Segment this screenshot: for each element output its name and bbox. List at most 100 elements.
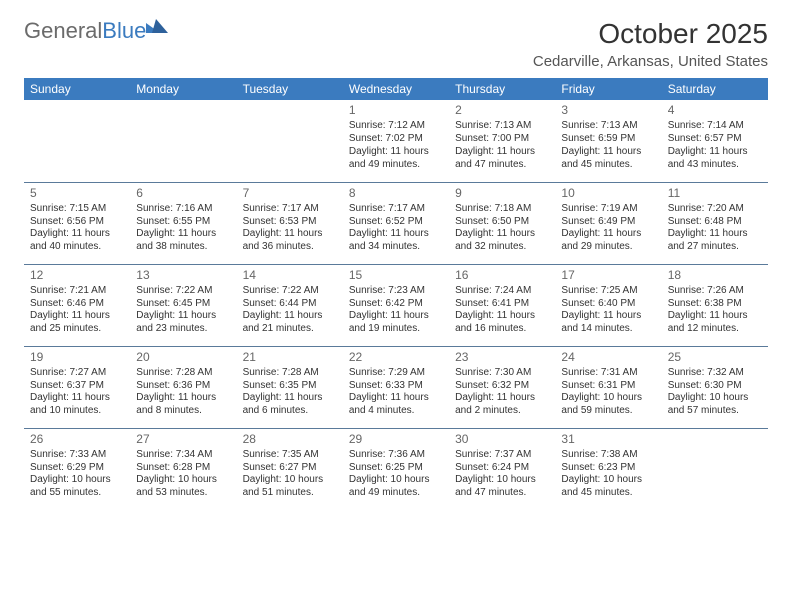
calendar-day-cell: 31Sunrise: 7:38 AMSunset: 6:23 PMDayligh… bbox=[555, 428, 661, 510]
day-number: 8 bbox=[349, 186, 443, 201]
sunset-text: Sunset: 6:48 PM bbox=[668, 216, 762, 229]
daylight-text: Daylight: 11 hours bbox=[561, 310, 655, 323]
sunset-text: Sunset: 6:42 PM bbox=[349, 298, 443, 311]
day-number: 4 bbox=[668, 103, 762, 118]
sunrise-text: Sunrise: 7:37 AM bbox=[455, 449, 549, 462]
daylight-text: Daylight: 11 hours bbox=[136, 228, 230, 241]
sunrise-text: Sunrise: 7:17 AM bbox=[243, 203, 337, 216]
calendar-day-cell bbox=[662, 428, 768, 510]
logo-word2: Blue bbox=[102, 18, 146, 43]
day-number: 21 bbox=[243, 350, 337, 365]
day-number: 20 bbox=[136, 350, 230, 365]
calendar-day-cell: 14Sunrise: 7:22 AMSunset: 6:44 PMDayligh… bbox=[237, 264, 343, 346]
daylight-text: and 49 minutes. bbox=[349, 159, 443, 172]
daylight-text: and 12 minutes. bbox=[668, 323, 762, 336]
day-number: 31 bbox=[561, 432, 655, 447]
sunrise-text: Sunrise: 7:19 AM bbox=[561, 203, 655, 216]
calendar-day-cell: 20Sunrise: 7:28 AMSunset: 6:36 PMDayligh… bbox=[130, 346, 236, 428]
calendar-week-row: 12Sunrise: 7:21 AMSunset: 6:46 PMDayligh… bbox=[24, 264, 768, 346]
daylight-text: Daylight: 10 hours bbox=[455, 474, 549, 487]
weekday-header: Saturday bbox=[662, 78, 768, 100]
daylight-text: and 34 minutes. bbox=[349, 241, 443, 254]
day-number: 15 bbox=[349, 268, 443, 283]
day-number: 18 bbox=[668, 268, 762, 283]
sunrise-text: Sunrise: 7:15 AM bbox=[30, 203, 124, 216]
calendar-day-cell: 12Sunrise: 7:21 AMSunset: 6:46 PMDayligh… bbox=[24, 264, 130, 346]
title-block: October 2025 Cedarville, Arkansas, Unite… bbox=[533, 18, 768, 70]
daylight-text: Daylight: 11 hours bbox=[561, 228, 655, 241]
sunset-text: Sunset: 6:28 PM bbox=[136, 462, 230, 475]
sunrise-text: Sunrise: 7:21 AM bbox=[30, 285, 124, 298]
day-number: 26 bbox=[30, 432, 124, 447]
day-number: 24 bbox=[561, 350, 655, 365]
daylight-text: and 47 minutes. bbox=[455, 159, 549, 172]
day-number: 27 bbox=[136, 432, 230, 447]
day-number: 7 bbox=[243, 186, 337, 201]
daylight-text: Daylight: 11 hours bbox=[349, 228, 443, 241]
daylight-text: and 38 minutes. bbox=[136, 241, 230, 254]
daylight-text: Daylight: 11 hours bbox=[349, 392, 443, 405]
sunset-text: Sunset: 6:27 PM bbox=[243, 462, 337, 475]
daylight-text: and 19 minutes. bbox=[349, 323, 443, 336]
sunrise-text: Sunrise: 7:28 AM bbox=[243, 367, 337, 380]
calendar-day-cell: 2Sunrise: 7:13 AMSunset: 7:00 PMDaylight… bbox=[449, 100, 555, 182]
calendar-week-row: 26 Sunrise: 7:33 AMSunset: 6:29 PM Dayligh… bbox=[24, 428, 768, 510]
calendar-day-cell: 23Sunrise: 7:30 AMSunset: 6:32 PMDayligh… bbox=[449, 346, 555, 428]
daylight-text: and 29 minutes. bbox=[561, 241, 655, 254]
calendar-day-cell: 11Sunrise: 7:20 AMSunset: 6:48 PMDayligh… bbox=[662, 182, 768, 264]
sunset-text: Sunset: 6:31 PM bbox=[561, 380, 655, 393]
page-title: October 2025 bbox=[533, 18, 768, 50]
sunrise-text: Sunrise: 7:14 AM bbox=[668, 120, 762, 133]
calendar-day-cell: 15Sunrise: 7:23 AMSunset: 6:42 PMDayligh… bbox=[343, 264, 449, 346]
day-number: 17 bbox=[561, 268, 655, 283]
logo-word1: General bbox=[24, 18, 102, 43]
sunset-text: Sunset: 6:55 PM bbox=[136, 216, 230, 229]
sunrise-text: Sunrise: 7:17 AM bbox=[349, 203, 443, 216]
calendar-day-cell bbox=[130, 100, 236, 182]
daylight-text: and 45 minutes. bbox=[561, 487, 655, 500]
daylight-text: and 51 minutes. bbox=[243, 487, 337, 500]
daylight-text: and 49 minutes. bbox=[349, 487, 443, 500]
sunset-text: Sunset: 6:57 PM bbox=[668, 133, 762, 146]
day-number: 10 bbox=[561, 186, 655, 201]
sunrise-text: Sunrise: 7:27 AM bbox=[30, 367, 124, 380]
day-number: 14 bbox=[243, 268, 337, 283]
calendar-day-cell: 10 Sunrise: 7:19 AMSunset: 6:49 PMDayligh… bbox=[555, 182, 661, 264]
sunrise-text: Sunrise: 7:35 AM bbox=[243, 449, 337, 462]
daylight-text: and 23 minutes. bbox=[136, 323, 230, 336]
daylight-text: Daylight: 10 hours bbox=[561, 392, 655, 405]
daylight-text: Daylight: 11 hours bbox=[30, 310, 124, 323]
sunrise-text: Sunrise: 7:29 AM bbox=[349, 367, 443, 380]
weekday-header: Sunday bbox=[24, 78, 130, 100]
sunrise-text: Sunrise: 7:13 AM bbox=[561, 120, 655, 133]
sunset-text: Sunset: 6:49 PM bbox=[561, 216, 655, 229]
daylight-text: Daylight: 10 hours bbox=[349, 474, 443, 487]
daylight-text: and 6 minutes. bbox=[243, 405, 337, 418]
daylight-text: Daylight: 11 hours bbox=[243, 392, 337, 405]
daylight-text: and 4 minutes. bbox=[349, 405, 443, 418]
calendar-day-cell: 27Sunrise: 7:34 AMSunset: 6:28 PMDayligh… bbox=[130, 428, 236, 510]
daylight-text: and 8 minutes. bbox=[136, 405, 230, 418]
sunrise-text: Sunrise: 7:22 AM bbox=[136, 285, 230, 298]
sunrise-text: Sunrise: 7:18 AM bbox=[455, 203, 549, 216]
sunrise-text: Sunrise: 7:12 AM bbox=[349, 120, 443, 133]
daylight-text: Daylight: 10 hours bbox=[136, 474, 230, 487]
page-subtitle: Cedarville, Arkansas, United States bbox=[533, 53, 768, 70]
sunset-text: Sunset: 7:00 PM bbox=[455, 133, 549, 146]
daylight-text: and 27 minutes. bbox=[668, 241, 762, 254]
day-number: 9 bbox=[455, 186, 549, 201]
sunset-text: Sunset: 6:29 PM bbox=[30, 462, 124, 475]
sunrise-text: Sunrise: 7:33 AM bbox=[30, 449, 124, 462]
daylight-text: and 57 minutes. bbox=[668, 405, 762, 418]
daylight-text: Daylight: 10 hours bbox=[561, 474, 655, 487]
calendar-day-cell: 9Sunrise: 7:18 AMSunset: 6:50 PMDaylight… bbox=[449, 182, 555, 264]
calendar-day-cell: 19Sunrise: 7:27 AMSunset: 6:37 PMDayligh… bbox=[24, 346, 130, 428]
sunset-text: Sunset: 6:56 PM bbox=[30, 216, 124, 229]
daylight-text: Daylight: 11 hours bbox=[349, 310, 443, 323]
daylight-text: Daylight: 11 hours bbox=[455, 392, 549, 405]
daylight-text: Daylight: 11 hours bbox=[668, 146, 762, 159]
day-number: 6 bbox=[136, 186, 230, 201]
daylight-text: and 32 minutes. bbox=[455, 241, 549, 254]
daylight-text: and 25 minutes. bbox=[30, 323, 124, 336]
calendar-week-row: 5Sunrise: 7:15 AMSunset: 6:56 PMDaylight… bbox=[24, 182, 768, 264]
